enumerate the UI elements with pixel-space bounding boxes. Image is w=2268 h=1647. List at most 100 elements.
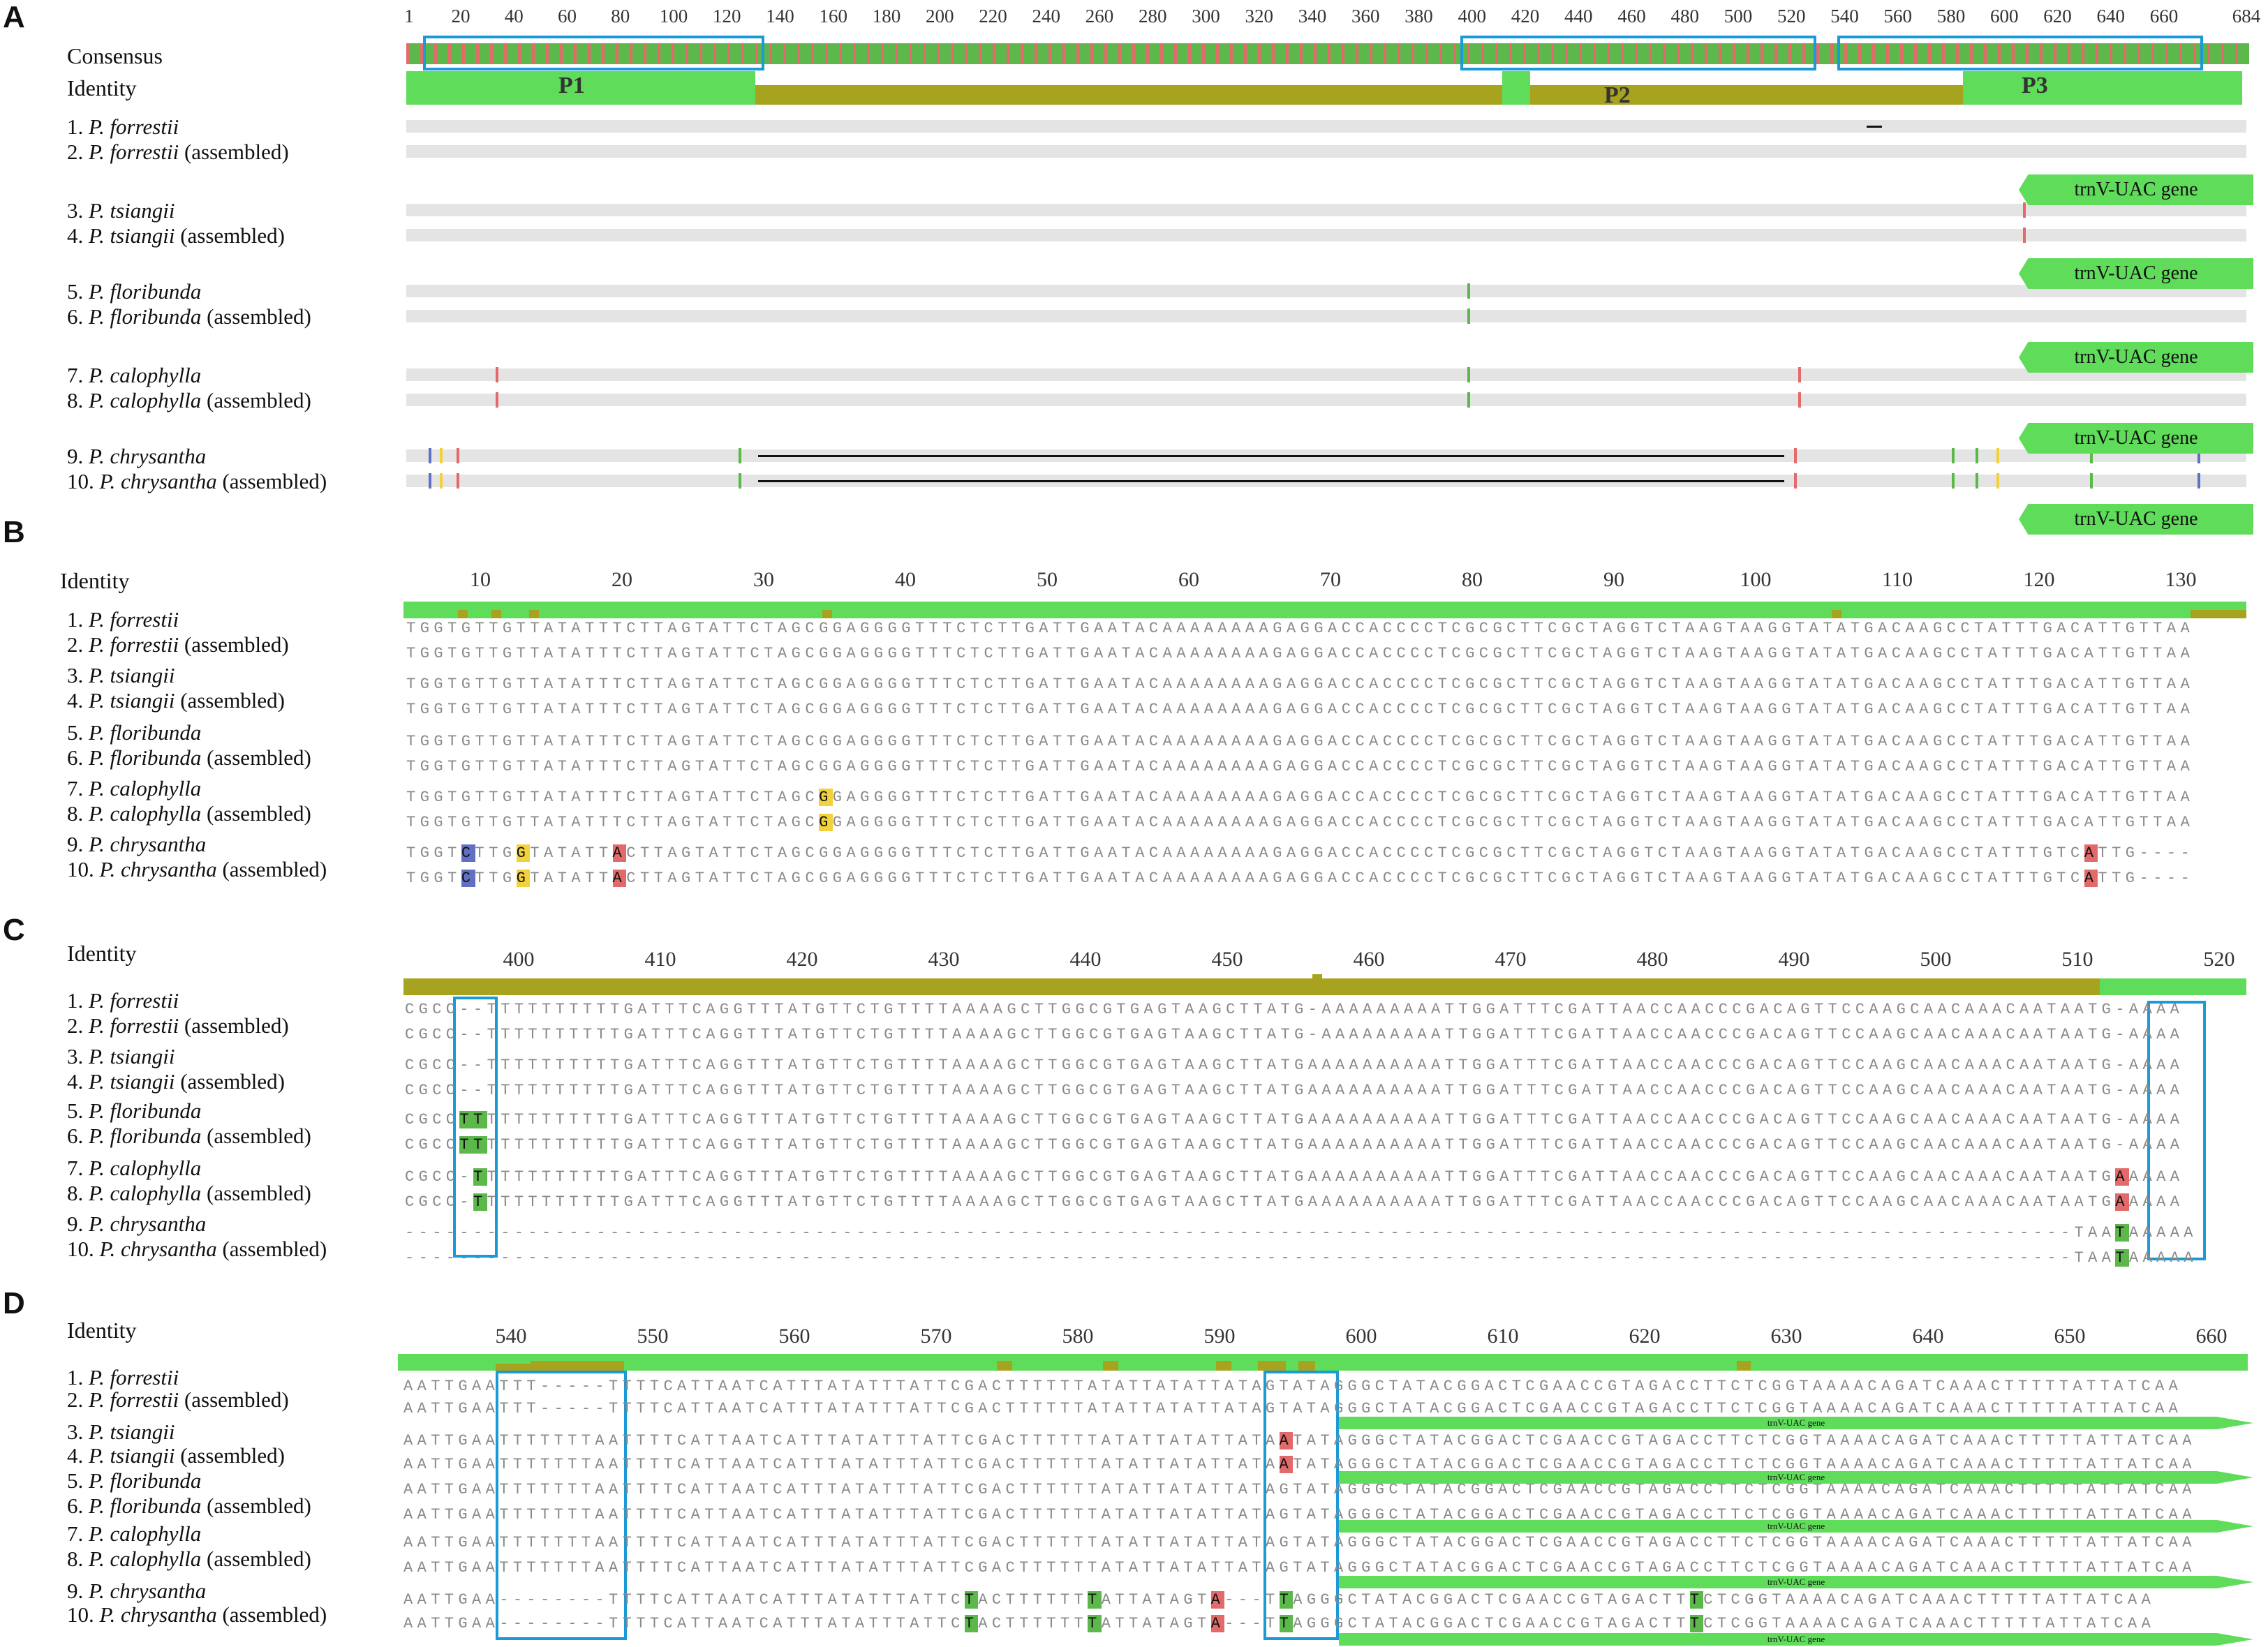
ruler-c-tick: 470 [1495, 948, 1527, 971]
consensus-cell [878, 43, 881, 64]
consensus-cell [1671, 43, 1674, 64]
ruler-b-tick: 130 [2165, 568, 2197, 591]
consensus-cell [549, 43, 551, 64]
consensus-cell [512, 43, 515, 64]
taxon-label: 2. P. forrestii (assembled) [67, 632, 289, 657]
taxon-suffix: (assembled) [201, 1493, 311, 1518]
consensus-cell [2188, 43, 2191, 64]
trnv-gene-annotation: trnV-UAC gene [1339, 1576, 2253, 1588]
variant-base: T [1689, 1615, 1704, 1632]
consensus-cell [1213, 43, 1216, 64]
consensus-cell [839, 43, 842, 64]
consensus-cell [1696, 43, 1699, 64]
taxon-label: 8. P. calophylla (assembled) [67, 1181, 311, 1206]
sequence-row: TGGTCTTGGTATATTACTTAGTATTCTAGCGGAGGGGTTT… [406, 844, 2195, 862]
consensus-cell [1478, 43, 1481, 64]
consensus-cell [800, 43, 803, 64]
consensus-cell [613, 43, 616, 64]
consensus-cell [775, 43, 778, 64]
variant-mark [1467, 392, 1470, 408]
consensus-cell [789, 43, 792, 64]
consensus-cell [2202, 43, 2204, 64]
consensus-cell [1319, 43, 1322, 64]
consensus-cell [783, 43, 786, 64]
consensus-cell [744, 43, 747, 64]
consensus-cell [1317, 43, 1319, 64]
ruler-d-tick: 650 [2054, 1325, 2086, 1348]
consensus-cell [1398, 43, 1400, 64]
consensus-cell [1967, 43, 1970, 64]
consensus-cell [462, 43, 465, 64]
consensus-cell [1102, 43, 1104, 64]
consensus-cell [920, 43, 923, 64]
consensus-cell [2132, 43, 2135, 64]
variant-mark [429, 448, 431, 463]
consensus-cell [448, 43, 451, 64]
consensus-cell [1624, 43, 1626, 64]
consensus-cell [1227, 43, 1230, 64]
consensus-cell [538, 43, 540, 64]
consensus-cell [1816, 43, 1819, 64]
consensus-cell [607, 43, 610, 64]
identity-segment [1963, 71, 1991, 105]
ruler-d-tick: 610 [1487, 1325, 1519, 1348]
variant-mark [1798, 392, 1801, 408]
consensus-cell [588, 43, 591, 64]
consensus-cell [1113, 43, 1116, 64]
ruler-a-tick: 640 [2096, 6, 2126, 27]
taxon-label: 10. P. chrysantha (assembled) [67, 469, 327, 494]
consensus-cell [2135, 43, 2137, 64]
consensus-cell [1934, 43, 1936, 64]
consensus-cell [554, 43, 557, 64]
consensus-cell [979, 43, 981, 64]
consensus-cell [1559, 43, 1562, 64]
variant-base: T [2115, 1224, 2129, 1242]
consensus-cell [1370, 43, 1372, 64]
taxon-number: 1. [67, 988, 89, 1013]
consensus-cell [1964, 43, 1967, 64]
consensus-cell [1439, 43, 1442, 64]
consensus-cell [510, 43, 512, 64]
ruler-c-tick: 500 [1920, 948, 1952, 971]
taxon-number: 2. [67, 1387, 89, 1412]
panel-d-label: D [3, 1286, 25, 1320]
consensus-cell [884, 43, 887, 64]
consensus-cell [1565, 43, 1568, 64]
consensus-cell [755, 43, 758, 64]
consensus-cell [468, 43, 470, 64]
taxon-track [406, 394, 2246, 406]
consensus-cell [585, 43, 588, 64]
consensus-cell [2110, 43, 2112, 64]
consensus-cell [1710, 43, 1713, 64]
taxon-track [406, 310, 2246, 322]
consensus-cell [1802, 43, 1805, 64]
consensus-cell [1920, 43, 1922, 64]
consensus-cell [2182, 43, 2185, 64]
variant-base: T [473, 1168, 487, 1186]
taxon-name: P. floribunda [89, 745, 202, 770]
sequence-row: AATTGAATTTTTTTAATTTTCATTAATCATTTATATTTAT… [403, 1481, 2196, 1498]
taxon-number: 2. [67, 1013, 89, 1038]
ruler-c-tick: 460 [1353, 948, 1385, 971]
consensus-cell [1199, 43, 1202, 64]
sequence-row: TGGTGTTGTTATATTTCTTAGTATTCTAGCGGAGGGGTTT… [406, 758, 2195, 775]
consensus-cell [713, 43, 716, 64]
consensus-cell [630, 43, 632, 64]
consensus-cell [1557, 43, 1559, 64]
consensus-cell [1914, 43, 1917, 64]
consensus-cell [998, 43, 1001, 64]
consensus-cell [995, 43, 998, 64]
consensus-cell [412, 43, 415, 64]
consensus-cell [1347, 43, 1350, 64]
taxon-label: 1. P. forrestii [67, 1365, 179, 1390]
consensus-cell [1035, 43, 1037, 64]
consensus-cell [1562, 43, 1565, 64]
consensus-cell [811, 43, 814, 64]
consensus-cell [1942, 43, 1945, 64]
consensus-cell [1872, 43, 1875, 64]
taxon-track [406, 285, 2246, 297]
consensus-cell [596, 43, 599, 64]
consensus-cell [1892, 43, 1895, 64]
sequence-row: TGGTCTTGGTATATTACTTAGTATTCTAGCGGAGGGGTTT… [406, 870, 2195, 887]
sequence-row: AATTGAATTTTTTTAATTTTCATTAATCATTTATATTTAT… [403, 1432, 2196, 1449]
